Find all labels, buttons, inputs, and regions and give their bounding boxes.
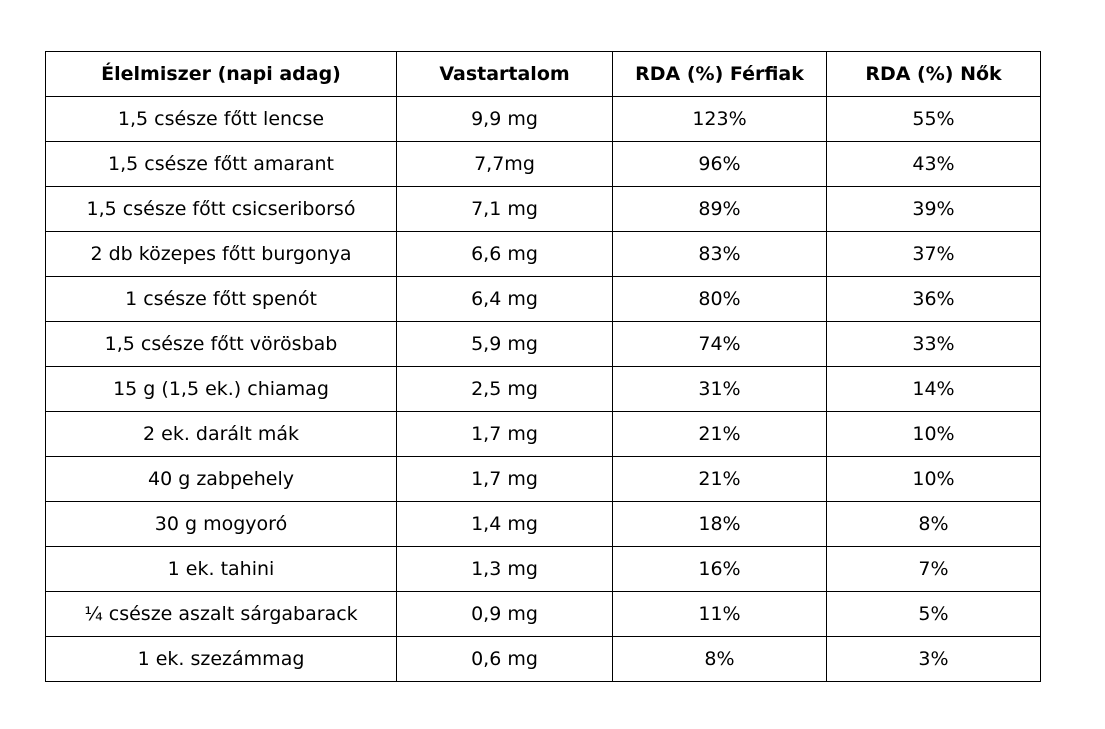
cell-rda-men: 11%	[612, 591, 827, 637]
table-header-row: Élelmiszer (napi adag) Vastartalom RDA (…	[45, 51, 1041, 97]
table-row: 1,5 csésze főtt lencse 9,9 mg 123% 55%	[45, 96, 1041, 142]
cell-food: ¼ csésze aszalt sárgabarack	[45, 591, 397, 637]
cell-food: 40 g zabpehely	[45, 456, 397, 502]
cell-food: 1,5 csésze főtt vörösbab	[45, 321, 397, 367]
table-row: 15 g (1,5 ek.) chiamag 2,5 mg 31% 14%	[45, 366, 1041, 412]
cell-iron-content: 6,4 mg	[396, 276, 613, 322]
header-rda-men: RDA (%) Férfiak	[612, 51, 827, 97]
cell-rda-women: 3%	[826, 636, 1041, 682]
cell-rda-men: 74%	[612, 321, 827, 367]
cell-rda-women: 5%	[826, 591, 1041, 637]
cell-food: 1 ek. szezámmag	[45, 636, 397, 682]
cell-rda-men: 16%	[612, 546, 827, 592]
cell-rda-women: 55%	[826, 96, 1041, 142]
cell-rda-men: 21%	[612, 411, 827, 457]
table-row: 30 g mogyoró 1,4 mg 18% 8%	[45, 501, 1041, 547]
iron-content-table: Élelmiszer (napi adag) Vastartalom RDA (…	[45, 51, 1041, 682]
table-row: 1 csésze főtt spenót 6,4 mg 80% 36%	[45, 276, 1041, 322]
cell-food: 1,5 csésze főtt csicseriborsó	[45, 186, 397, 232]
cell-rda-women: 36%	[826, 276, 1041, 322]
cell-iron-content: 2,5 mg	[396, 366, 613, 412]
cell-food: 1 ek. tahini	[45, 546, 397, 592]
cell-iron-content: 1,3 mg	[396, 546, 613, 592]
cell-rda-men: 21%	[612, 456, 827, 502]
cell-rda-men: 8%	[612, 636, 827, 682]
cell-food: 1,5 csésze főtt lencse	[45, 96, 397, 142]
cell-rda-women: 10%	[826, 456, 1041, 502]
cell-food: 1,5 csésze főtt amarant	[45, 141, 397, 187]
cell-rda-men: 18%	[612, 501, 827, 547]
cell-food: 30 g mogyoró	[45, 501, 397, 547]
cell-iron-content: 1,7 mg	[396, 456, 613, 502]
cell-rda-men: 80%	[612, 276, 827, 322]
cell-rda-women: 43%	[826, 141, 1041, 187]
table-row: ¼ csésze aszalt sárgabarack 0,9 mg 11% 5…	[45, 591, 1041, 637]
header-food: Élelmiszer (napi adag)	[45, 51, 397, 97]
table-row: 1 ek. tahini 1,3 mg 16% 7%	[45, 546, 1041, 592]
cell-iron-content: 9,9 mg	[396, 96, 613, 142]
cell-food: 1 csésze főtt spenót	[45, 276, 397, 322]
cell-iron-content: 6,6 mg	[396, 231, 613, 277]
cell-rda-men: 89%	[612, 186, 827, 232]
cell-food: 2 db közepes főtt burgonya	[45, 231, 397, 277]
cell-rda-men: 96%	[612, 141, 827, 187]
cell-rda-men: 123%	[612, 96, 827, 142]
table-row: 1 ek. szezámmag 0,6 mg 8% 3%	[45, 636, 1041, 682]
table-body: 1,5 csésze főtt lencse 9,9 mg 123% 55% 1…	[45, 96, 1041, 682]
cell-rda-women: 14%	[826, 366, 1041, 412]
table-row: 2 ek. darált mák 1,7 mg 21% 10%	[45, 411, 1041, 457]
cell-food: 15 g (1,5 ek.) chiamag	[45, 366, 397, 412]
cell-rda-women: 10%	[826, 411, 1041, 457]
cell-rda-women: 37%	[826, 231, 1041, 277]
cell-iron-content: 1,4 mg	[396, 501, 613, 547]
cell-rda-men: 83%	[612, 231, 827, 277]
cell-rda-women: 8%	[826, 501, 1041, 547]
cell-iron-content: 0,9 mg	[396, 591, 613, 637]
table-row: 1,5 csésze főtt csicseriborsó 7,1 mg 89%…	[45, 186, 1041, 232]
cell-rda-women: 39%	[826, 186, 1041, 232]
header-iron-content: Vastartalom	[396, 51, 613, 97]
table-row: 1,5 csésze főtt vörösbab 5,9 mg 74% 33%	[45, 321, 1041, 367]
table-row: 2 db közepes főtt burgonya 6,6 mg 83% 37…	[45, 231, 1041, 277]
cell-food: 2 ek. darált mák	[45, 411, 397, 457]
cell-iron-content: 0,6 mg	[396, 636, 613, 682]
cell-iron-content: 1,7 mg	[396, 411, 613, 457]
cell-rda-men: 31%	[612, 366, 827, 412]
table-row: 1,5 csésze főtt amarant 7,7mg 96% 43%	[45, 141, 1041, 187]
cell-iron-content: 7,1 mg	[396, 186, 613, 232]
cell-rda-women: 7%	[826, 546, 1041, 592]
header-rda-women: RDA (%) Nők	[826, 51, 1041, 97]
table-row: 40 g zabpehely 1,7 mg 21% 10%	[45, 456, 1041, 502]
cell-rda-women: 33%	[826, 321, 1041, 367]
cell-iron-content: 7,7mg	[396, 141, 613, 187]
cell-iron-content: 5,9 mg	[396, 321, 613, 367]
